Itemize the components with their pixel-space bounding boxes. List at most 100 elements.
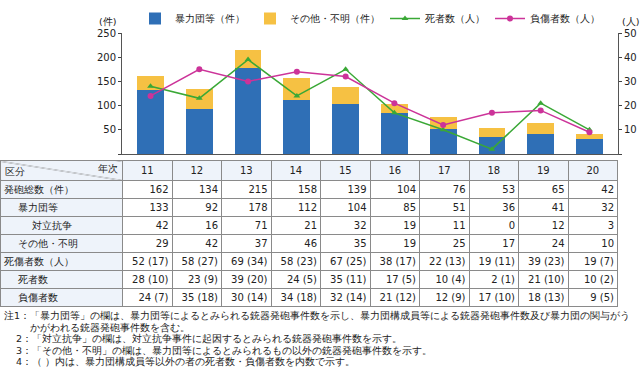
html-text:25: 25 (452, 238, 466, 249)
html-text:17: 17 (437, 165, 451, 176)
svg-text:250: 250 (97, 28, 116, 39)
html-text:暴力団等: 暴力団等 (18, 201, 58, 213)
svg-text:10: 10 (624, 124, 637, 135)
html-text:2 (1): 2 (1) (491, 274, 515, 285)
html-text:11: 11 (140, 165, 154, 176)
svg-text:負傷者数（人）: 負傷者数（人） (530, 13, 600, 24)
html-text:対立抗争: 対立抗争 (32, 219, 72, 231)
html-text:10 (2): 10 (2) (583, 274, 614, 285)
svg-text:死者数（人）: 死者数（人） (425, 13, 485, 24)
html-text:15: 15 (338, 165, 352, 176)
html-text:24: 24 (551, 238, 565, 249)
html-text:その他・不明: その他・不明 (18, 237, 78, 249)
html-text:71: 71 (254, 220, 268, 231)
html-text:133: 133 (149, 202, 169, 213)
html-text:34 (18): 34 (18) (280, 292, 317, 303)
html-text:30 (14): 30 (14) (231, 292, 268, 303)
html-text:10 (4): 10 (4) (435, 274, 466, 285)
html-text:12: 12 (551, 220, 565, 231)
html-text:38 (17): 38 (17) (379, 256, 416, 267)
html-text:16: 16 (205, 220, 218, 231)
svg-text:200: 200 (97, 52, 116, 63)
html-text:104: 104 (396, 184, 416, 195)
html-text:20: 20 (586, 165, 600, 176)
html-text:年次: 年次 (98, 163, 118, 174)
html-text:24 (5): 24 (5) (286, 274, 317, 285)
html-text:35 (18): 35 (18) (181, 292, 218, 303)
html-text:76: 76 (452, 184, 466, 195)
html-text:67 (25): 67 (25) (330, 256, 367, 267)
html-text:19 (11): 19 (11) (478, 256, 515, 267)
html-text:53: 53 (502, 184, 515, 195)
html-text:29: 29 (155, 238, 169, 249)
svg-text:20: 20 (624, 100, 637, 111)
html-text:死傷者数（人）: 死傷者数（人） (4, 255, 74, 267)
html-text:134: 134 (198, 184, 218, 195)
html-text:19: 19 (403, 238, 416, 249)
svg-text:150: 150 (97, 76, 116, 87)
svg-text:50: 50 (624, 28, 637, 39)
html-text:18: 18 (487, 165, 501, 176)
html-text:21 (10): 21 (10) (528, 274, 565, 285)
html-text:42: 42 (601, 184, 614, 195)
html-text:42: 42 (205, 238, 218, 249)
svg-text:(人): (人) (622, 16, 639, 27)
html-text:24 (7): 24 (7) (138, 292, 169, 303)
html-text:17 (5): 17 (5) (385, 274, 416, 285)
html-text:発砲総数（件）: 発砲総数（件） (4, 183, 74, 195)
html-text:19: 19 (536, 165, 550, 176)
html-text:158: 158 (297, 184, 317, 195)
html-text:41: 41 (551, 202, 565, 213)
svg-text:50: 50 (103, 124, 116, 135)
html-text:10: 10 (601, 238, 614, 249)
html-text:58 (27): 58 (27) (181, 256, 218, 267)
html-text:139: 139 (347, 184, 367, 195)
html-text:92: 92 (205, 202, 218, 213)
html-text:32: 32 (353, 220, 367, 231)
html-text:12: 12 (190, 165, 204, 176)
html-text:11: 11 (452, 220, 466, 231)
html-text:42: 42 (155, 220, 169, 231)
html-text:52 (17): 52 (17) (132, 256, 169, 267)
svg-text:暴力団等（件）: 暴力団等（件） (175, 13, 245, 24)
html-text:16: 16 (388, 165, 402, 176)
html-text:37: 37 (254, 238, 268, 249)
html-text:85: 85 (403, 202, 416, 213)
html-text:104: 104 (347, 202, 367, 213)
html-text:14: 14 (289, 165, 303, 176)
svg-text:40: 40 (624, 52, 637, 63)
svg-text:30: 30 (624, 76, 637, 87)
svg-text:(件): (件) (99, 16, 116, 27)
html-text:区分: 区分 (5, 166, 25, 177)
html-text:178: 178 (248, 202, 268, 213)
html-text:注1：「暴力団等」の欄は、暴力団等によるとみられる銃器発砲事: 注1：「暴力団等」の欄は、暴力団等によるとみられる銃器発砲事件数を示し、暴力団構… (4, 310, 630, 333)
html-text:21: 21 (304, 220, 317, 231)
svg-text:その他・不明（件）: その他・不明（件） (290, 13, 380, 24)
svg-text:100: 100 (97, 100, 116, 111)
html-text:39 (23): 39 (23) (528, 256, 565, 267)
html-text:36: 36 (502, 202, 515, 213)
html-text:35: 35 (353, 238, 367, 249)
html-text:32 (14): 32 (14) (330, 292, 367, 303)
html-text:46: 46 (304, 238, 317, 249)
html-text:162: 162 (149, 184, 169, 195)
html-text:死者数: 死者数 (18, 273, 48, 285)
html-text:35 (11): 35 (11) (330, 274, 367, 285)
html-text:負傷者数: 負傷者数 (18, 291, 58, 303)
html-text:23 (9): 23 (9) (187, 274, 218, 285)
html-text:22 (13): 22 (13) (429, 256, 466, 267)
html-text:65: 65 (551, 184, 565, 195)
html-text:39 (20): 39 (20) (231, 274, 268, 285)
html-text:51: 51 (452, 202, 466, 213)
html-text:58 (23): 58 (23) (280, 256, 317, 267)
html-text:19: 19 (403, 220, 416, 231)
html-text:3：「その他・不明」の欄は、暴力団等によるとみられるもの以外: 3：「その他・不明」の欄は、暴力団等によるとみられるもの以外の銃器発砲事件数を示… (16, 344, 432, 356)
html-text:215: 215 (248, 184, 268, 195)
html-text:17: 17 (502, 238, 515, 249)
html-text:32: 32 (601, 202, 614, 213)
html-text:112: 112 (297, 202, 317, 213)
html-text:28 (10): 28 (10) (132, 274, 169, 285)
html-text:69 (34): 69 (34) (231, 256, 268, 267)
html-text:19 (7): 19 (7) (583, 256, 614, 267)
html-text:13: 13 (239, 165, 253, 176)
